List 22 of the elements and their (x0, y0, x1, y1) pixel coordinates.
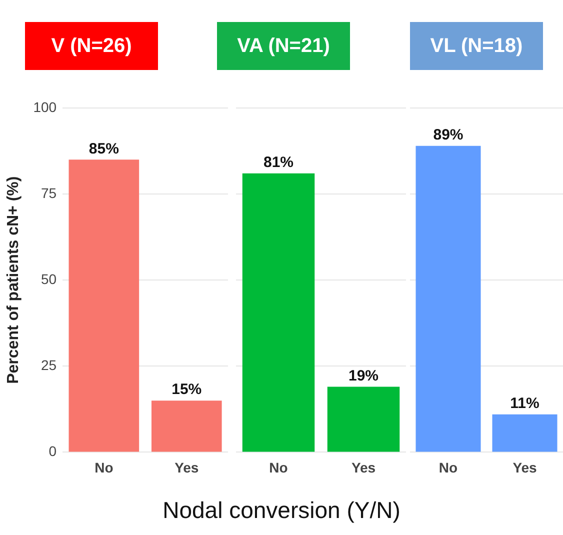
data-label: 81% (263, 154, 294, 172)
chart-title: V (N=26) (25, 22, 158, 70)
x-tick-label: No (94, 459, 114, 476)
x-tick-label: Yes (512, 459, 538, 476)
y-tick-label: 75 (40, 184, 57, 201)
y-tick-label: 50 (40, 270, 57, 287)
data-label: 11% (510, 394, 540, 412)
x-tick-label: No (269, 459, 288, 476)
y-axis-title: Percent of patients cN+ (%) (5, 176, 22, 384)
x-tick-label: No (438, 459, 458, 476)
x-tick-label: Yes (351, 459, 376, 476)
y-tick-label: 25 (40, 357, 57, 374)
chart-title: VA (N=21) (217, 22, 350, 70)
chart-title: VL (N=18) (410, 22, 543, 70)
x-tick-label: Yes (174, 459, 199, 476)
data-label: 15% (172, 381, 202, 398)
y-tick-label: 100 (33, 98, 57, 115)
y-tick-label: 0 (48, 443, 57, 460)
data-label: 85% (88, 140, 119, 158)
data-label: 19% (348, 367, 379, 384)
data-label: 89% (433, 126, 464, 144)
x-axis-title: Nodal conversion (Y/N) (162, 497, 402, 524)
